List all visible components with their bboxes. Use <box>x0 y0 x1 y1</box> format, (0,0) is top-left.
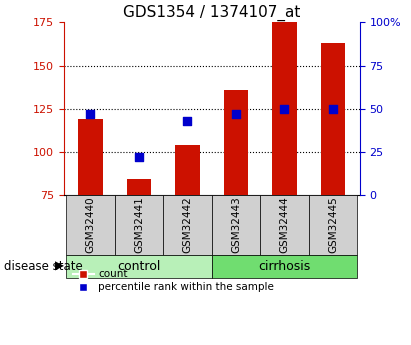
Text: ▶: ▶ <box>55 260 64 273</box>
Text: GSM32443: GSM32443 <box>231 197 241 254</box>
Bar <box>127 179 151 195</box>
Point <box>136 154 142 160</box>
Text: GSM32442: GSM32442 <box>182 197 192 254</box>
Bar <box>321 43 345 195</box>
Bar <box>272 21 297 195</box>
Legend: count, percentile rank within the sample: count, percentile rank within the sample <box>69 265 278 297</box>
Text: control: control <box>117 260 161 273</box>
Text: GSM32444: GSM32444 <box>279 197 289 254</box>
Point <box>184 118 191 124</box>
Point <box>281 106 288 111</box>
Text: GSM32441: GSM32441 <box>134 197 144 254</box>
Text: GSM32440: GSM32440 <box>85 197 95 254</box>
Title: GDS1354 / 1374107_at: GDS1354 / 1374107_at <box>123 5 300 21</box>
Text: GSM32445: GSM32445 <box>328 197 338 254</box>
Point <box>233 111 239 117</box>
Text: cirrhosis: cirrhosis <box>258 260 311 273</box>
Bar <box>175 145 199 195</box>
Bar <box>224 90 248 195</box>
Point <box>87 111 94 117</box>
Text: disease state: disease state <box>4 260 83 273</box>
Bar <box>78 119 102 195</box>
Point <box>330 106 336 111</box>
